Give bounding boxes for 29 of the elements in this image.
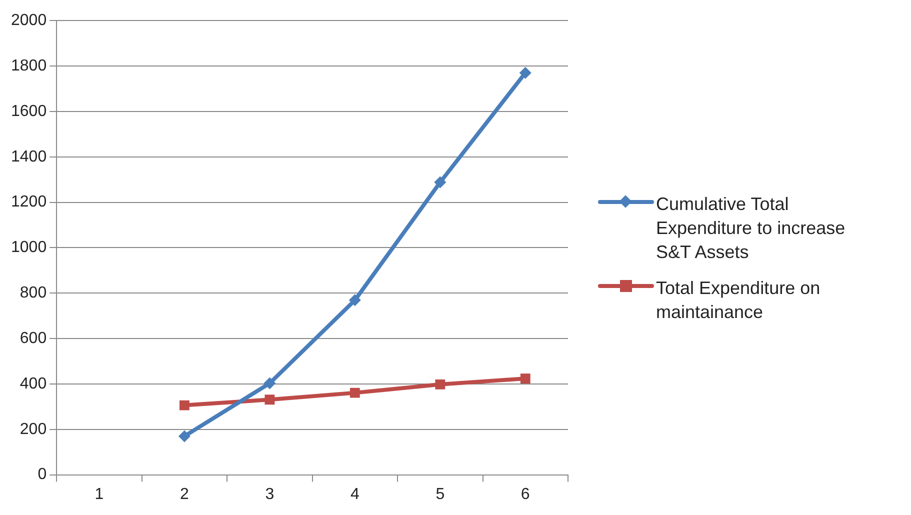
point bbox=[520, 374, 530, 384]
point bbox=[348, 294, 361, 306]
point bbox=[519, 66, 532, 79]
legend-label: Cumulative Total Expenditure to increase S&T Assets bbox=[656, 192, 846, 264]
y-tick-label: 200 bbox=[20, 420, 47, 438]
y-tick-label: 800 bbox=[20, 284, 47, 302]
y-tick-label: 1800 bbox=[11, 57, 47, 74]
y-tick-label: 1400 bbox=[11, 148, 47, 166]
y-tick-label: 600 bbox=[20, 330, 47, 347]
point bbox=[435, 379, 446, 390]
point bbox=[264, 377, 276, 390]
x-tick-label: 1 bbox=[94, 486, 104, 503]
y-tick-label: 1200 bbox=[11, 194, 47, 211]
point bbox=[178, 430, 190, 442]
y-tick-label: 2000 bbox=[11, 12, 47, 30]
point bbox=[179, 400, 190, 410]
y-tick-label: 1000 bbox=[11, 239, 47, 256]
y-tick-label: 0 bbox=[38, 466, 47, 484]
legend-label: Total Expenditure on maintainance bbox=[656, 276, 822, 324]
point bbox=[434, 176, 446, 188]
point bbox=[350, 388, 360, 398]
point bbox=[264, 394, 275, 405]
x-tick-label: 4 bbox=[350, 486, 360, 503]
x-tick-label: 5 bbox=[436, 486, 445, 503]
y-tick-label: 400 bbox=[20, 375, 47, 392]
x-tick-label: 6 bbox=[520, 486, 530, 503]
y-tick-label: 1600 bbox=[11, 102, 47, 120]
x-tick-label: 3 bbox=[265, 486, 274, 503]
x-tick-label: 2 bbox=[180, 486, 189, 503]
